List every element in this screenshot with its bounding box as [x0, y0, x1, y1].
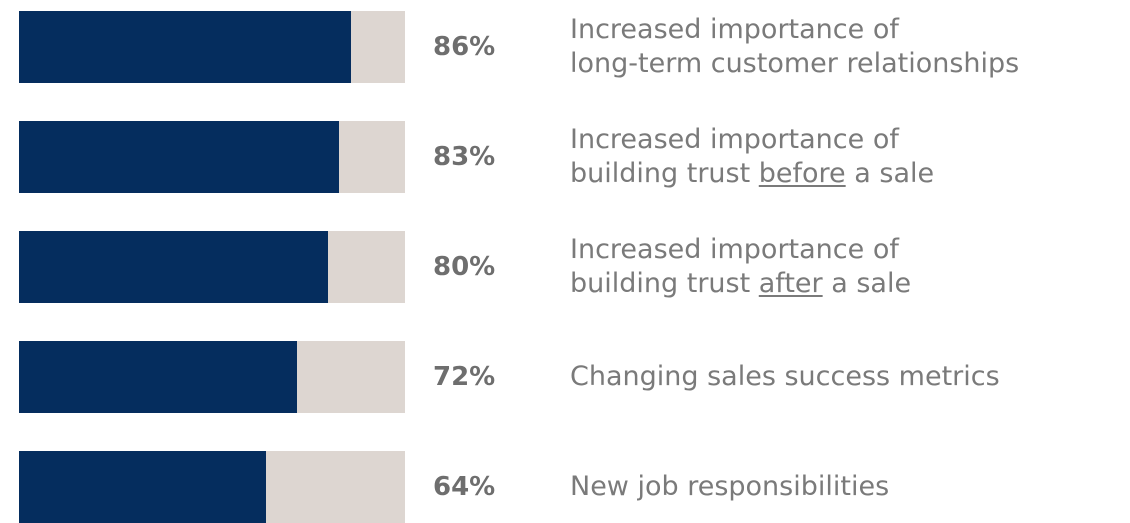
- bar-row: 72% Changing sales success metrics: [0, 341, 1130, 413]
- value-label: 86%: [433, 32, 496, 62]
- label-line: Increased importance of: [570, 13, 1130, 47]
- bar: [19, 231, 328, 303]
- label-line: Increased importance of: [570, 123, 1130, 157]
- value-label: 83%: [433, 142, 496, 172]
- category-label: Changing sales success metrics: [570, 341, 1130, 413]
- category-label: Increased importance of building trust af…: [570, 231, 1130, 303]
- bar-track: [19, 11, 405, 83]
- category-label: New job responsibilities: [570, 451, 1130, 523]
- label-text: building trust: [570, 268, 759, 299]
- bar-row: 83% Increased importance of building trust…: [0, 121, 1130, 193]
- label-line: long-term customer relationships: [570, 47, 1130, 81]
- label-text: a sale: [822, 268, 912, 299]
- value-label: 72%: [433, 362, 496, 392]
- bar-track: [19, 341, 405, 413]
- bar-track: [19, 451, 405, 523]
- label-text: Increased importance of: [570, 234, 899, 265]
- bar: [19, 451, 267, 523]
- value-label: 80%: [433, 252, 496, 282]
- bar-row: 86% Increased importance of long-term cust…: [0, 11, 1130, 83]
- bar-track: [19, 231, 405, 303]
- value-label: 64%: [433, 472, 496, 502]
- label-text: before: [758, 158, 846, 189]
- label-line: Increased importance of: [570, 233, 1130, 267]
- label-text: Increased importance of: [570, 124, 899, 155]
- label-line: building trust after a sale: [570, 267, 1130, 301]
- bar: [19, 121, 340, 193]
- bar-row: 80% Increased importance of building trust…: [0, 231, 1130, 303]
- category-label: Increased importance of building trust be…: [570, 121, 1130, 193]
- bar: [19, 341, 297, 413]
- label-text: a sale: [845, 158, 935, 189]
- category-label: Increased importance of long-term custome…: [570, 11, 1130, 83]
- label-text: Changing sales success metrics: [570, 361, 1000, 392]
- bar: [19, 11, 351, 83]
- label-text: long-term customer relationships: [570, 48, 1020, 79]
- label-text: Increased importance of: [570, 14, 899, 45]
- label-line: building trust before a sale: [570, 157, 1130, 191]
- label-text: after: [758, 268, 823, 299]
- bar-row: 64% New job responsibilities: [0, 451, 1130, 523]
- bar-track: [19, 121, 405, 193]
- label-text: New job responsibilities: [570, 471, 890, 502]
- label-text: building trust: [570, 158, 759, 189]
- label-line: Changing sales success metrics: [570, 360, 1130, 394]
- label-line: New job responsibilities: [570, 470, 1130, 504]
